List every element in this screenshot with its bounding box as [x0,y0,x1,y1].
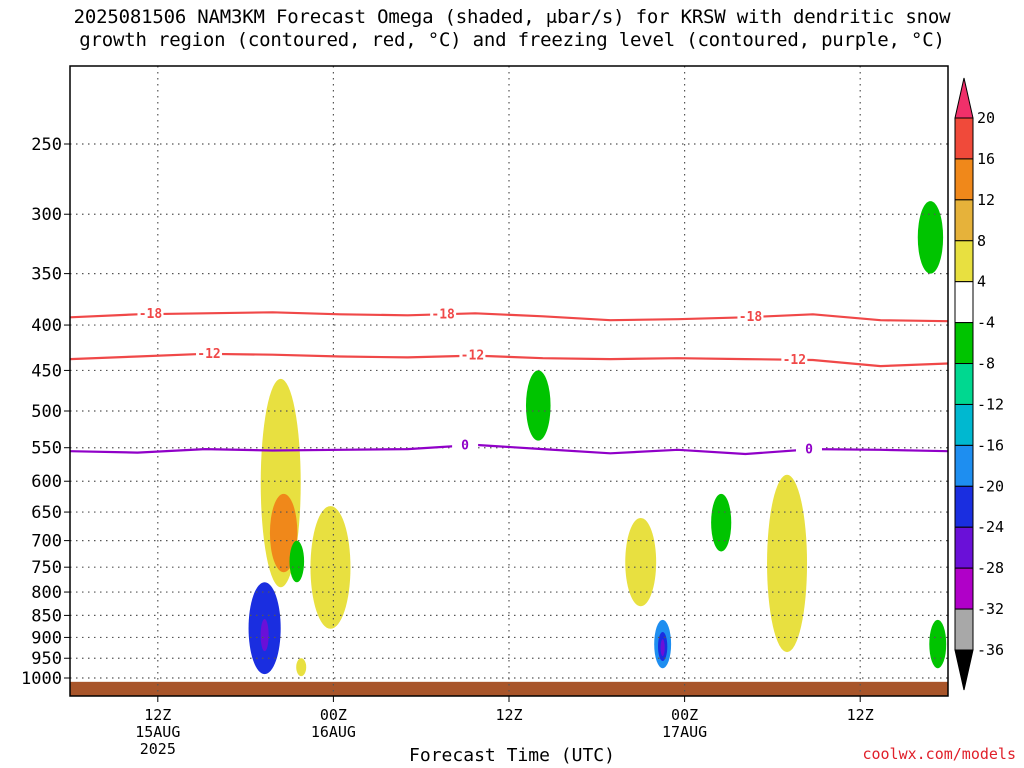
colorbar-label: -36 [977,641,1004,659]
x-tick-label: 00Z [320,706,347,724]
grid-lines [70,66,948,696]
y-tick-label: 300 [31,205,62,225]
y-tick-label: 650 [31,503,62,523]
colorbar-segment [954,281,974,324]
omega-feature-10 [767,474,808,653]
colorbar-label: -4 [977,314,995,332]
x-tick-year: 2025 [140,740,176,758]
colorbar-segment [954,485,974,528]
colorbar-label: 20 [977,109,995,127]
isotherm-label: -18 [431,307,455,322]
colorbar-label: -12 [977,395,1004,413]
y-axis: 2503003504004505005506006507007508008509… [21,135,70,689]
omega-feature-11 [917,201,944,274]
x-axis-title: Forecast Time (UTC) [409,745,615,766]
colorbar-label: -32 [977,600,1004,618]
x-tick-label: 12Z [847,706,874,724]
colorbar-label: -28 [977,559,1004,577]
omega-feature-2 [310,506,351,629]
y-tick-label: 450 [31,361,62,381]
colorbar-segment [954,526,974,569]
y-tick-label: 400 [31,316,62,336]
colorbar-label: -20 [977,477,1004,495]
colorbar-segment [954,403,974,446]
isotherm-label: -18 [739,310,763,325]
colorbar-label: 16 [977,150,995,168]
omega-core-inner-4 [260,619,269,652]
isotherm-label: -12 [461,349,484,364]
y-tick-label: 950 [31,649,62,669]
colorbar-segment [954,444,974,487]
omega-core-inner-8 [660,639,665,657]
omega-feature-12 [929,619,947,669]
isotherm-label-bg [781,351,808,366]
colorbar-label: 4 [977,273,986,291]
y-tick-label: 250 [31,135,62,155]
isotherm-label-bg [795,441,822,456]
isotherm-label: -12 [783,353,806,368]
isotherm-line--18 [70,311,948,323]
y-tick-label: 600 [31,472,62,492]
credit-text: coolwx.com/models [862,745,1016,763]
x-tick-date: 15AUG [135,723,180,741]
colorbar-segment [954,363,974,405]
colorbar-top-arrow [954,77,974,119]
omega-feature-9 [711,493,732,552]
colorbar-segment [954,199,974,242]
x-tick-label: 12Z [495,706,522,724]
omega-feature-5 [296,658,307,677]
y-tick-label: 1000 [21,669,62,689]
omega-shading [70,201,948,696]
isotherm-label-bg [196,345,223,360]
isotherm-label-bg [137,306,164,321]
isotherm-label-bg [452,437,479,452]
colorbar-segment [954,608,974,651]
y-tick-label: 850 [31,606,62,626]
colorbar: 20 16 12 8 4 -4 -8 -12 -16 -20 -24 -28 -32 -36 [954,77,1004,691]
omega-feature-3 [289,540,305,583]
colorbar-segment [954,117,974,160]
y-tick-label: 500 [31,402,62,422]
y-tick-label: 550 [31,439,62,459]
omega-feature-6 [525,370,551,441]
x-tick-label: 12Z [144,706,171,724]
terrain-surface [70,681,948,696]
colorbar-label: 8 [977,232,986,250]
colorbar-segment [954,322,974,365]
isotherm-label-bg [459,347,486,362]
colorbar-segment [954,567,974,610]
colorbar-label: 12 [977,191,995,209]
x-tick-date: 16AUG [311,723,356,741]
colorbar-segment [954,158,974,201]
y-tick-label: 750 [31,558,62,578]
x-tick-label: 00Z [671,706,698,724]
colorbar-bottom-arrow [954,649,974,691]
isotherm-label: -18 [139,307,163,322]
y-tick-label: 800 [31,583,62,603]
colorbar-label: -24 [977,518,1004,536]
chart-title-line1: 2025081506 NAM3KM Forecast Omega (shaded… [73,6,951,28]
x-tick-date: 17AUG [662,723,707,741]
omega-feature-7 [625,517,657,607]
colorbar-label: -16 [977,436,1004,454]
y-tick-label: 900 [31,628,62,648]
contour-lines: -18 -18 -18 -12 -12 -12 0 0 [70,306,948,457]
y-tick-label: 350 [31,265,62,285]
y-tick-label: 700 [31,532,62,552]
isotherm-label-bg [430,306,457,321]
isotherm-label-bg [737,309,764,324]
colorbar-segment [954,240,974,283]
isotherm-label: -12 [197,347,220,362]
isotherm-label: 0 [805,442,813,457]
colorbar-label: -8 [977,355,995,373]
chart-title-line2: growth region (contoured, red, °C) and f… [79,29,945,51]
isotherm-label: 0 [461,439,469,454]
